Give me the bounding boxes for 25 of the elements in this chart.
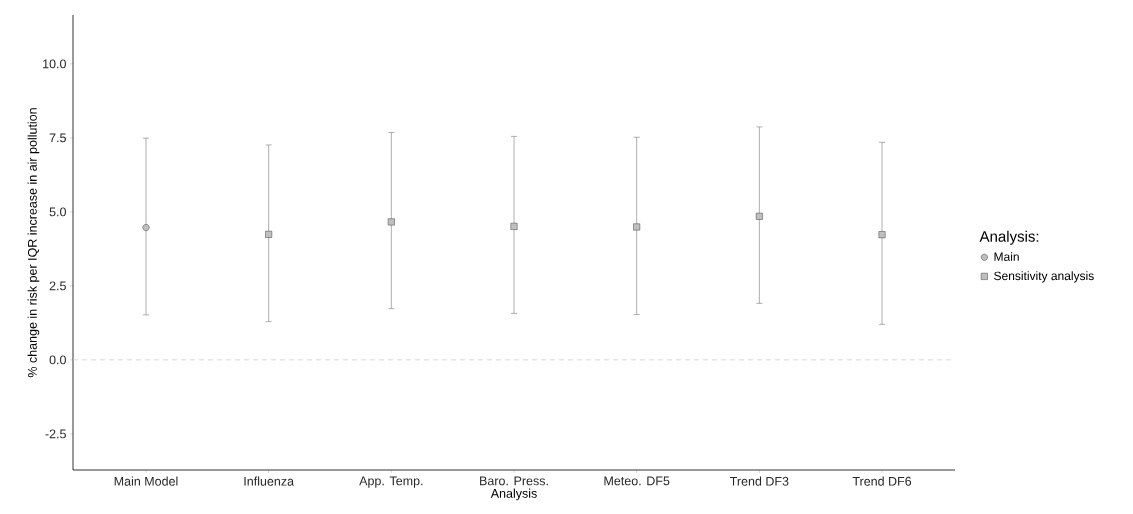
y-tick-label: 2.5: [49, 281, 66, 291]
x-tick-label: Trend DF3: [730, 476, 789, 486]
legend-label: Main: [994, 252, 1019, 261]
point: [265, 230, 273, 238]
point: [755, 212, 763, 220]
y-tick-label: 5.0: [49, 207, 66, 217]
y-tick-label: 10.0: [43, 59, 66, 69]
y-tick-label: 0.0: [49, 355, 66, 365]
legend-title: Analysis:: [979, 230, 1039, 245]
legend-label: Sensitivity analysis: [994, 271, 1094, 283]
point: [387, 218, 395, 226]
x-tick-label: Meteo. DF5: [604, 476, 670, 486]
y-tick-label: 7.5: [49, 133, 66, 143]
point: [878, 231, 886, 239]
y-axis-title: % change in risk per IQR increase in air pollution: [27, 108, 40, 378]
point: [633, 223, 641, 231]
x-tick-label: Influenza: [244, 476, 295, 486]
x-tick-label: Trend DF6: [852, 476, 912, 486]
x-tick-label: App. Temp.: [359, 476, 423, 488]
x-tick-label: Main Model: [114, 476, 178, 486]
x-tick-label: Baro. Press.: [480, 476, 548, 486]
x-axis-title: Analysis: [490, 488, 537, 501]
y-tick-label: -2.5: [45, 429, 66, 439]
point: [142, 224, 150, 231]
point: [510, 222, 518, 230]
